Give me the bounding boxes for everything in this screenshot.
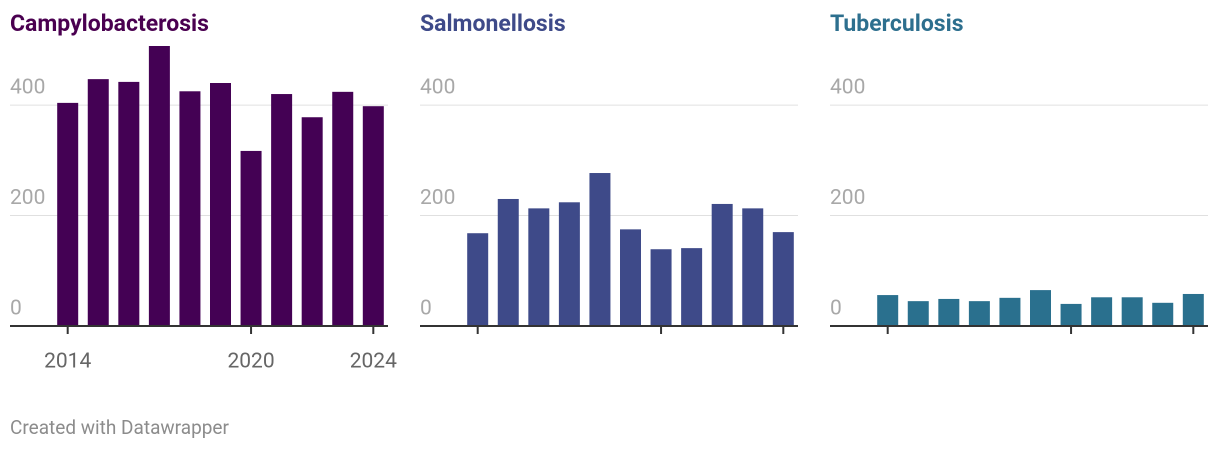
bar [681, 248, 703, 326]
chart-title: Campylobacterosis [10, 10, 209, 37]
bar [332, 91, 354, 327]
bar [968, 301, 990, 326]
bar [1182, 293, 1204, 326]
bar [467, 233, 489, 326]
chart-title: Salmonellosis [420, 10, 566, 37]
bar [620, 229, 641, 326]
x-tick-label: 2020 [227, 350, 274, 374]
bar [179, 91, 201, 326]
bar [938, 298, 960, 326]
bar [1030, 290, 1051, 326]
chart-title: Tuberculosis [830, 10, 964, 37]
x-tick-label: 2014 [44, 350, 91, 374]
y-tick-label: 0 [830, 297, 842, 321]
bar [87, 79, 109, 326]
y-tick-label: 0 [10, 297, 22, 321]
y-tick-label: 200 [420, 186, 455, 210]
footer: Created with Datawrapper [10, 416, 229, 439]
bar [1152, 302, 1174, 326]
y-tick-label: 200 [830, 186, 865, 210]
bar [118, 81, 140, 327]
bar [877, 295, 899, 326]
bar [240, 150, 262, 326]
y-tick-label: 400 [420, 76, 455, 100]
bar [1091, 297, 1113, 326]
x-tick-label: 2024 [350, 350, 397, 374]
bar [742, 208, 764, 326]
bar [558, 202, 580, 326]
bar [362, 106, 384, 326]
bar [999, 297, 1021, 326]
bar [148, 46, 170, 326]
bar [589, 173, 611, 326]
bar [1121, 297, 1143, 326]
bar [301, 117, 323, 326]
bar [210, 83, 231, 326]
y-tick-label: 400 [830, 76, 865, 100]
y-tick-label: 0 [420, 297, 432, 321]
y-tick-label: 400 [10, 76, 45, 100]
y-tick-label: 200 [10, 186, 45, 210]
bar [271, 94, 293, 327]
bar [772, 232, 794, 326]
bar [907, 301, 929, 326]
bar [528, 208, 550, 326]
bar [57, 102, 79, 326]
bar [650, 249, 672, 326]
bar [1060, 303, 1082, 326]
bar [497, 198, 519, 326]
bar [711, 203, 733, 326]
